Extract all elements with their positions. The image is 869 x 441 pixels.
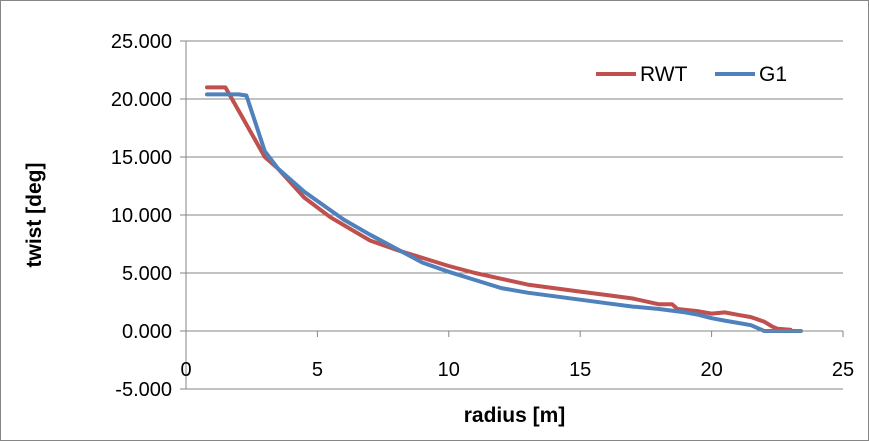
legend-label-rwt: RWT	[640, 63, 688, 86]
y-tick-label: 20.000	[111, 89, 172, 111]
gridlines	[186, 40, 843, 390]
series-line-g1	[205, 92, 803, 333]
x-tick-label: 5	[312, 359, 323, 381]
y-tick-label: 10.000	[111, 205, 172, 227]
y-axis-title: twist [deg]	[23, 163, 46, 268]
legend: RWT G1	[596, 63, 787, 86]
x-tick-label: 0	[180, 359, 191, 381]
y-tick-label: 0.000	[122, 321, 172, 343]
series-line-rwt	[205, 85, 793, 332]
legend-label-g1: G1	[759, 63, 787, 86]
x-tick-label: 25	[832, 359, 854, 381]
series-lines	[205, 85, 803, 333]
axes	[180, 40, 844, 390]
x-tick-label: 15	[569, 359, 591, 381]
tick-labels: -5.000 0.000 5.000 10.000 15.000 20.000 25.000…	[111, 31, 854, 401]
x-tick-label: 10	[438, 359, 460, 381]
y-tick-label: 5.000	[122, 263, 172, 285]
y-tick-label: 15.000	[111, 147, 172, 169]
y-tick-label: -5.000	[115, 379, 172, 401]
x-tick-label: 20	[700, 359, 722, 381]
x-axis-title: radius [m]	[464, 404, 566, 427]
y-tick-label: 25.000	[111, 31, 172, 53]
